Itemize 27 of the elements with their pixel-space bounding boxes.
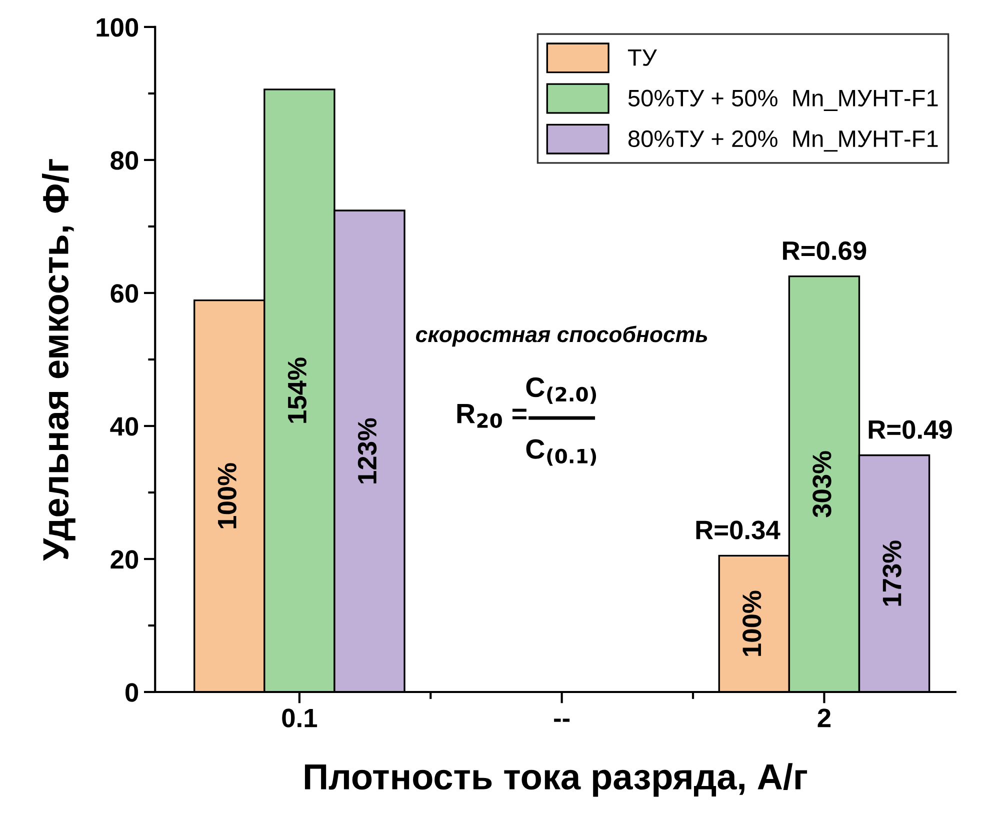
- y-tick-label: 80: [110, 151, 138, 170]
- annotation: R=0.49: [868, 420, 952, 439]
- legend-label: 80%ТУ + 20% Mn_МУНТ-F1: [628, 130, 938, 152]
- annotation: 303%: [812, 451, 832, 518]
- y-tick-label: 100: [96, 18, 138, 37]
- y-tick-label: 60: [110, 284, 138, 303]
- y-tick-label: 0: [126, 683, 138, 702]
- y-tick-label: 20: [110, 550, 138, 569]
- legend-label: ТУ: [628, 49, 657, 66]
- x-tick-label: --: [554, 718, 570, 722]
- annotation: 173%: [882, 540, 902, 606]
- y-tick-label: 40: [110, 417, 138, 436]
- annotation: C$_{(2.0)}$: [526, 377, 596, 404]
- annotation: R$_{20}$ =: [457, 404, 526, 428]
- annotation: 123%: [358, 418, 377, 484]
- y-axis-title: Удельная емкость, Ф/г: [42, 159, 76, 561]
- annotation: R=0.69: [783, 241, 866, 260]
- annotation: скоростная способность: [416, 326, 708, 347]
- annotation: 154%: [288, 358, 307, 423]
- x-tick-label: 2: [818, 708, 830, 728]
- legend-label: 50%ТУ + 50% Mn_МУНТ-F1: [628, 90, 938, 111]
- annotation: R=0.34: [696, 520, 780, 540]
- annotation: 100%: [742, 590, 762, 656]
- x-tick-label: 0.1: [282, 708, 318, 728]
- annotation: 100%: [218, 463, 236, 528]
- annotation: C$_{(0.1)}$: [526, 439, 596, 466]
- x-axis-title: Плотность тока разряда, А/г: [304, 763, 808, 797]
